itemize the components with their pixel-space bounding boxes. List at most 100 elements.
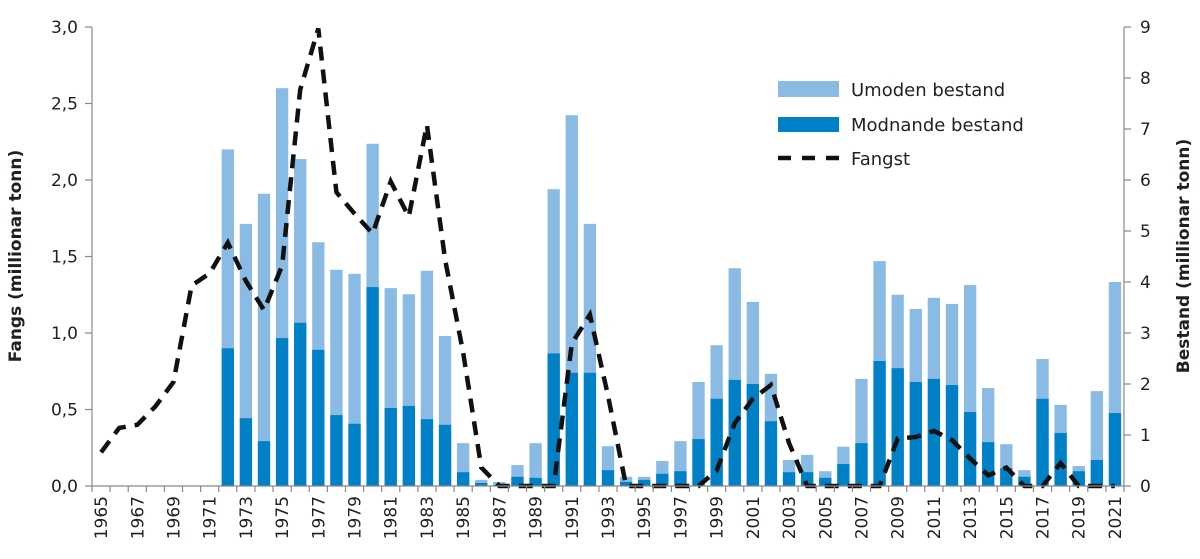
right-tick-label: 8 (1140, 69, 1151, 89)
x-tick-label: 1989 (527, 496, 547, 539)
bar-modnande-1986 (475, 482, 488, 486)
left-tick-label: 0,5 (51, 401, 78, 421)
x-tick-label: 2009 (889, 496, 909, 539)
x-tick-label: 2021 (1106, 496, 1126, 539)
bar-modnande-1990 (547, 353, 560, 486)
x-tick-label: 1981 (382, 496, 402, 539)
left-axis-title: Fangs (millionar tonn) (6, 150, 26, 363)
x-tick-label: 1999 (708, 496, 728, 539)
left-tick-label: 1,0 (51, 324, 78, 344)
bar-modnande-2020 (1090, 459, 1103, 486)
x-tick-label: 1967 (128, 496, 148, 539)
bar-modnande-2005 (819, 477, 832, 486)
bar-modnande-2007 (855, 443, 868, 486)
x-tick-label: 1997 (671, 496, 691, 539)
x-tick-label: 1983 (418, 496, 438, 539)
x-tick-label: 2017 (1034, 496, 1054, 539)
bar-modnande-2003 (782, 472, 796, 486)
x-tick-label: 1975 (273, 496, 293, 539)
bar-modnande-1972 (221, 348, 234, 486)
bar-modnande-1978 (330, 415, 343, 486)
legend-label-fangst: Fangst (851, 149, 910, 170)
left-tick-label: 0,0 (51, 477, 78, 497)
bar-modnande-2006 (837, 464, 850, 486)
x-tick-label: 2013 (961, 496, 981, 539)
bar-modnande-1992 (583, 372, 597, 486)
left-tick-label: 1,5 (51, 248, 78, 268)
right-tick-label: 3 (1140, 324, 1151, 344)
bar-modnande-1988 (511, 476, 524, 486)
right-tick-label: 5 (1140, 222, 1151, 242)
x-tick-label: 2005 (816, 496, 836, 539)
right-tick-label: 1 (1140, 426, 1151, 446)
bar-modnande-1975 (275, 338, 289, 486)
legend-label-umoden: Umoden bestand (851, 80, 1005, 101)
right-tick-label: 7 (1140, 120, 1151, 140)
bar-modnande-2014 (982, 442, 995, 486)
right-tick-label: 4 (1140, 273, 1151, 293)
legend: Umoden bestand Modnande bestand Fangst (778, 80, 1024, 170)
bar-modnande-1973 (239, 418, 253, 486)
x-tick-label: 1991 (563, 496, 583, 539)
left-tick-label: 3,0 (51, 18, 78, 38)
right-tick-label: 6 (1140, 171, 1151, 191)
bar-umoden-1994 (619, 476, 633, 486)
bar-modnande-1997 (674, 471, 687, 486)
bars-layer (221, 88, 1122, 487)
x-tick-label: 1977 (309, 496, 329, 539)
x-tick-label: 1995 (635, 496, 655, 539)
left-tick-label: 2,0 (51, 171, 78, 191)
bar-modnande-1998 (692, 439, 705, 486)
x-tick-label: 2001 (744, 496, 764, 539)
bar-modnande-2000 (728, 379, 741, 486)
bar-modnande-1976 (294, 322, 307, 486)
right-axis-title: Bestand (millionar tonn) (1174, 139, 1194, 374)
bar-modnande-1994 (619, 481, 633, 486)
bar-umoden-1974 (257, 193, 271, 486)
x-ticks: 1965 1967 1969 1971 1973 1975 1977 1979 1981 1983… (91, 486, 1126, 539)
x-tick-label: 2019 (1070, 496, 1090, 539)
x-tick-label: 1969 (164, 496, 184, 539)
bar-modnande-1996 (656, 473, 669, 486)
left-tick-label: 2,5 (51, 95, 78, 115)
bar-modnande-1982 (402, 405, 415, 486)
bar-modnande-1974 (257, 441, 271, 486)
right-y-ticks: 0 1 2 3 4 5 6 7 8 9 (1124, 18, 1151, 497)
x-tick-label: 2007 (852, 496, 872, 539)
bar-modnande-1989 (529, 477, 542, 486)
x-tick-label: 2011 (925, 496, 945, 539)
bar-modnande-1980 (366, 287, 379, 486)
x-tick-label: 1973 (237, 496, 257, 539)
bar-modnande-2017 (1036, 398, 1049, 486)
bar-modnande-1983 (420, 419, 434, 486)
bar-modnande-2013 (963, 412, 977, 486)
legend-swatch-modnande (778, 117, 839, 132)
bar-modnande-2001 (746, 384, 759, 486)
bar-modnande-1979 (348, 423, 361, 486)
x-tick-label: 1993 (599, 496, 619, 539)
bar-modnande-1993 (601, 470, 615, 486)
x-tick-label: 1987 (490, 496, 510, 539)
left-y-ticks: 0,0 0,5 1,0 1,5 2,0 2,5 3,0 (51, 18, 92, 497)
right-tick-label: 0 (1140, 477, 1151, 497)
bar-modnande-2012 (945, 385, 959, 486)
legend-swatch-umoden (778, 81, 839, 97)
bar-modnande-1999 (710, 398, 723, 486)
right-tick-label: 2 (1140, 375, 1151, 395)
bar-modnande-1984 (438, 424, 452, 486)
bar-modnande-2016 (1018, 476, 1031, 486)
x-tick-label: 1965 (92, 496, 112, 539)
bar-umoden-1989 (529, 443, 542, 486)
x-tick-label: 1985 (454, 496, 474, 539)
bar-modnande-1985 (457, 472, 470, 486)
bar-modnande-1991 (565, 372, 578, 486)
bar-modnande-2009 (891, 368, 904, 486)
bar-modnande-2021 (1108, 413, 1122, 486)
right-tick-label: 9 (1140, 18, 1151, 38)
bar-modnande-2010 (909, 381, 922, 486)
bar-modnande-1995 (638, 479, 651, 486)
bar-modnande-2002 (764, 421, 778, 486)
x-tick-label: 1971 (201, 496, 221, 539)
x-tick-label: 1979 (346, 496, 366, 539)
